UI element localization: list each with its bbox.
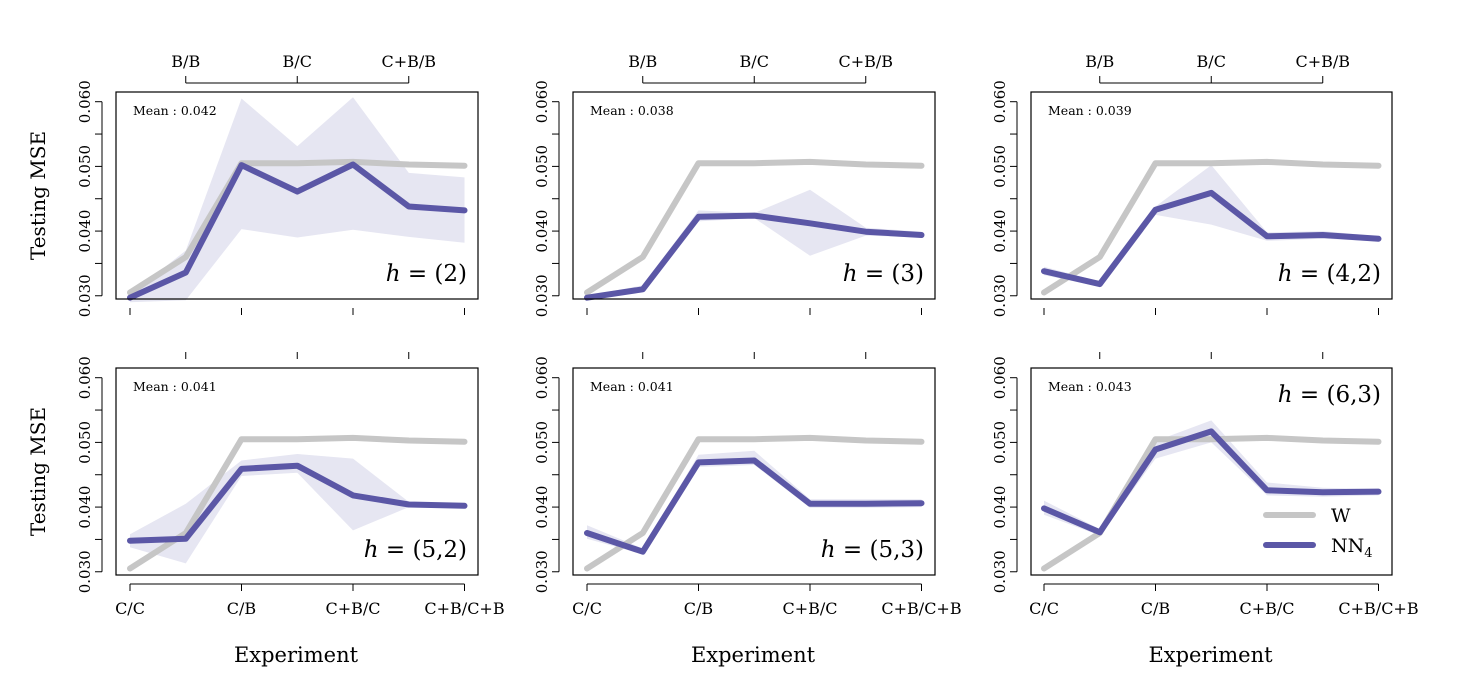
panel-6: 0.030 0.040 0.050 0.060 C/C C/B C+B/C C+B/C+B Me…	[991, 352, 1419, 667]
y-tick-label: 0.060	[76, 80, 94, 123]
x-tick-label: C+B/C	[782, 599, 837, 618]
panel-1: 0.030 0.040 0.050 0.060 B/B B/C C+B/B Mean : 0.…	[26, 52, 479, 317]
x-axis-title: Experiment	[691, 643, 816, 667]
series-line-nn4	[127, 462, 468, 544]
y-tick-label: 0.030	[533, 274, 551, 317]
nn-confidence-band	[587, 189, 922, 300]
mean-annotation: Mean : 0.042	[133, 103, 217, 118]
y-tick-label: 0.040	[991, 486, 1009, 529]
y-tick-label: 0.030	[76, 550, 94, 593]
y-tick-label: 0.040	[76, 210, 94, 253]
y-tick-label: 0.050	[533, 145, 551, 188]
plot-frame	[1030, 367, 1393, 576]
h-label: h = (2)	[386, 261, 467, 287]
series-line-w	[584, 434, 925, 572]
x-top-tick-label: B/B	[171, 52, 200, 71]
series-line-nn4	[1041, 428, 1382, 536]
x-tick-label: C/B	[684, 599, 713, 618]
panel-5: 0.030 0.040 0.050 0.060 C/C C/B C+B/C C+B/C+B Me…	[533, 352, 962, 667]
panel-4: 0.030 0.040 0.050 0.060 C/C C/B C+B/C C+B/C+B Me…	[26, 352, 505, 667]
x-tick-label: C+B/C	[1239, 599, 1294, 618]
nn-confidence-band	[1044, 165, 1379, 287]
y-tick-label: 0.050	[533, 421, 551, 464]
y-tick-label: 0.050	[76, 145, 94, 188]
series-line-nn4	[584, 212, 925, 301]
series-line-w	[1041, 434, 1382, 572]
plot-frame	[1030, 91, 1393, 300]
h-label: h = (5,2)	[364, 537, 467, 563]
series-line-w	[127, 158, 468, 296]
x-top-tick-label: B/B	[628, 52, 657, 71]
x-top-tick-label: B/C	[1197, 52, 1226, 71]
x-top-tick-label: C+B/B	[1295, 52, 1350, 71]
series-line-nn4	[584, 457, 925, 555]
x-tick-label: C/B	[1141, 599, 1170, 618]
h-label: h = (3)	[843, 261, 924, 287]
y-tick-label: 0.060	[76, 356, 94, 399]
y-tick-label: 0.060	[991, 80, 1009, 123]
y-tick-label: 0.030	[533, 550, 551, 593]
y-axis-title: Testing MSE	[26, 131, 50, 260]
y-tick-label: 0.050	[991, 421, 1009, 464]
legend-label-nn: NN4	[1331, 535, 1373, 561]
nn-confidence-band	[130, 454, 465, 564]
y-tick-label: 0.030	[76, 274, 94, 317]
x-tick-label: C+B/C+B	[424, 599, 504, 618]
legend: W NN4	[1263, 505, 1373, 561]
series-line-w	[584, 158, 925, 296]
x-top-tick-label: C+B/B	[838, 52, 893, 71]
mean-annotation: Mean : 0.041	[590, 379, 674, 394]
x-tick-label: C+B/C+B	[881, 599, 961, 618]
x-top-tick-label: B/C	[740, 52, 769, 71]
plot-frame	[572, 367, 936, 576]
x-top-tick-label: B/B	[1085, 52, 1114, 71]
x-top-tick-label: C+B/B	[381, 52, 436, 71]
mean-annotation: Mean : 0.039	[1048, 103, 1132, 118]
x-tick-label: C/C	[572, 599, 602, 618]
y-tick-label: 0.060	[533, 356, 551, 399]
y-tick-label: 0.030	[991, 274, 1009, 317]
y-tick-label: 0.040	[76, 486, 94, 529]
x-top-tick-label: B/C	[283, 52, 312, 71]
y-tick-label: 0.050	[991, 145, 1009, 188]
series-line-nn4	[127, 161, 468, 301]
legend-label-w: W	[1331, 505, 1351, 527]
panel-3: 0.030 0.040 0.050 0.060 B/B B/C C+B/B Mean : 0.…	[991, 52, 1393, 317]
x-tick-label: C+B/C+B	[1338, 599, 1418, 618]
y-tick-label: 0.060	[991, 356, 1009, 399]
h-label: h = (5,3)	[821, 537, 924, 563]
x-tick-label: C/B	[227, 599, 256, 618]
mean-annotation: Mean : 0.038	[590, 103, 674, 118]
panel-2: 0.030 0.040 0.050 0.060 B/B B/C C+B/B Mean : 0.…	[533, 52, 936, 317]
y-tick-label: 0.040	[533, 210, 551, 253]
y-tick-label: 0.040	[991, 210, 1009, 253]
x-axis-title: Experiment	[234, 643, 359, 667]
x-tick-label: C/C	[1029, 599, 1059, 618]
nn-confidence-band	[130, 97, 465, 303]
x-axis-title: Experiment	[1148, 643, 1273, 667]
h-label: h = (6,3)	[1278, 382, 1381, 408]
plot-frame	[115, 367, 479, 576]
y-tick-label: 0.060	[533, 80, 551, 123]
x-tick-label: C+B/C	[325, 599, 380, 618]
x-tick-label: C/C	[115, 599, 145, 618]
y-tick-label: 0.040	[533, 486, 551, 529]
h-label: h = (4,2)	[1278, 261, 1381, 287]
series-line-w	[127, 434, 468, 572]
y-tick-label: 0.050	[76, 421, 94, 464]
y-axis-title: Testing MSE	[26, 407, 50, 536]
y-tick-label: 0.030	[991, 550, 1009, 593]
plot-frame	[115, 91, 479, 300]
series-line-nn4	[1041, 189, 1382, 288]
series-line-w	[1041, 158, 1382, 296]
mean-annotation: Mean : 0.041	[133, 379, 217, 394]
mean-annotation: Mean : 0.043	[1048, 379, 1132, 394]
plot-frame	[572, 91, 936, 300]
